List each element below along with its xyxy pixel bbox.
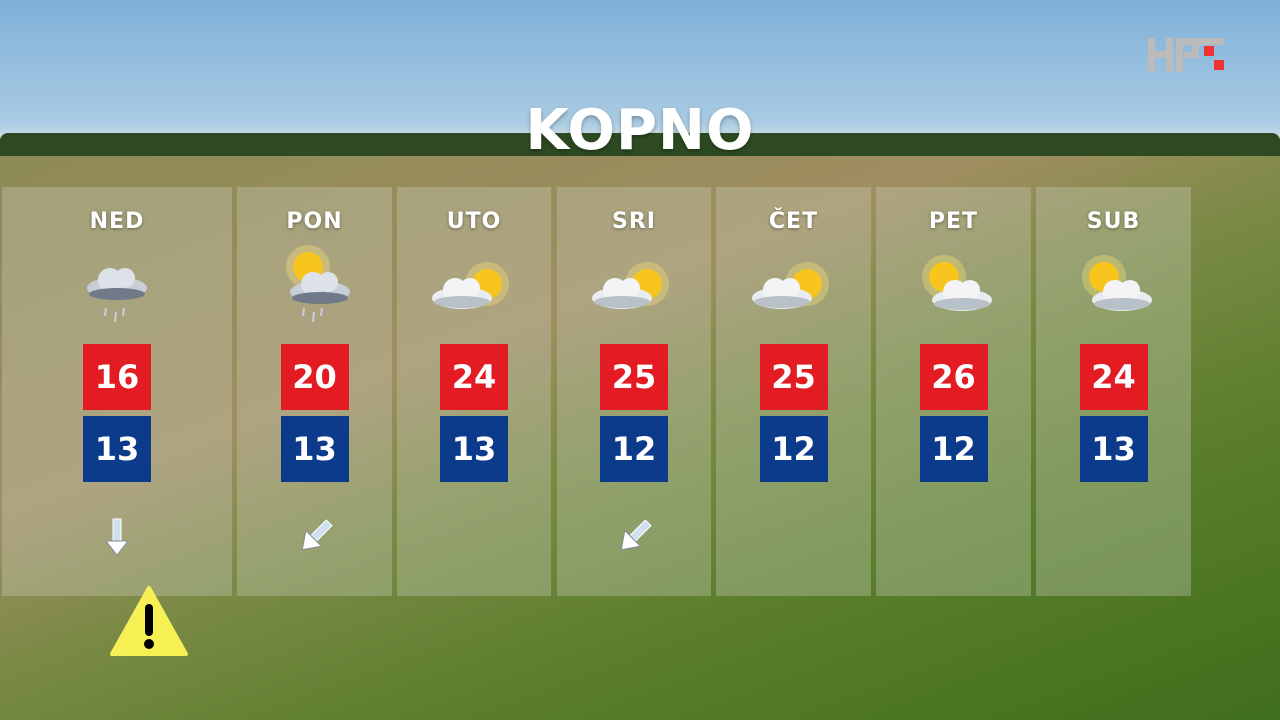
day-column: SUB 24 13 (1036, 187, 1191, 596)
warning-triangle-icon (110, 586, 188, 656)
cloud-sun-icon (432, 262, 509, 309)
min-temperature: 13 (280, 416, 349, 482)
sun-cloud-icon (921, 255, 992, 311)
max-temperature: 24 (1079, 344, 1148, 410)
cloud-sun-icon (592, 262, 669, 309)
treeline (0, 133, 1280, 157)
day-label: PON (286, 209, 343, 234)
hrt-logo (1148, 38, 1224, 72)
day-column: ČET 25 12 (716, 187, 871, 596)
cloud-sun-icon (751, 262, 829, 309)
day-column: UTO 24 13 (397, 187, 551, 596)
sun-cloud-icon (1081, 255, 1152, 311)
min-temperature: 13 (1079, 416, 1148, 482)
min-temperature: 12 (759, 416, 828, 482)
day-column: PON 20 13 (237, 187, 392, 596)
max-temperature: 16 (83, 344, 151, 410)
day-label: UTO (446, 209, 502, 234)
max-temperature: 26 (919, 344, 988, 410)
max-temperature: 24 (440, 344, 508, 410)
day-column: SRI 25 12 (557, 187, 711, 596)
page-title: KOPNO (525, 98, 755, 163)
min-temperature: 13 (83, 416, 151, 482)
min-temperature: 12 (600, 416, 668, 482)
max-temperature: 25 (600, 344, 668, 410)
wind-arrow-southwest-icon (620, 519, 652, 551)
day-label: SUB (1086, 209, 1141, 234)
day-column: NED 16 13 (2, 187, 232, 596)
day-column: PET 26 12 (876, 187, 1031, 596)
day-label: ČET (768, 209, 819, 234)
wind-arrow-southwest-icon (301, 519, 333, 551)
wind-arrow-down-icon (104, 518, 130, 556)
min-temperature: 13 (440, 416, 508, 482)
max-temperature: 20 (280, 344, 349, 410)
min-temperature: 12 (919, 416, 988, 482)
sun-cloud-rain-icon (285, 245, 350, 323)
rain-cloud-icon (87, 268, 147, 323)
day-label: SRI (612, 209, 656, 234)
day-label: PET (928, 209, 979, 234)
day-label: NED (89, 209, 145, 234)
max-temperature: 25 (759, 344, 828, 410)
